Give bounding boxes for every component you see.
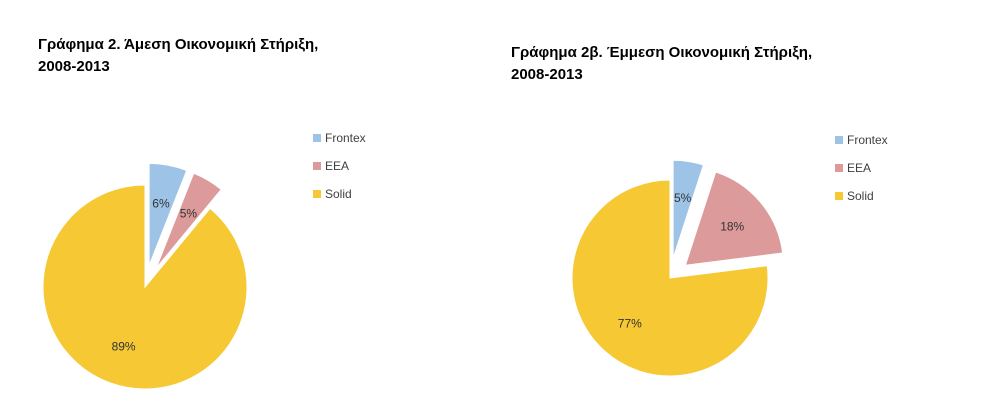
legend-swatch-eea: [835, 164, 843, 172]
pie-plot-area: 6% 5% 89%: [42, 162, 248, 390]
chart-title-line-2: 2008-2013: [511, 66, 583, 83]
legend-swatch-solid: [835, 192, 843, 200]
legend-label-solid: Solid: [325, 187, 352, 201]
chart-title-line-1: Γράφημα 2β. Έμμεση Οικονομική Στήριξη,: [511, 44, 813, 61]
chart-title: Γράφημα 2. Άμεση Οικονομική Στήριξη, 200…: [38, 34, 318, 78]
legend-label-frontex: Frontex: [325, 131, 366, 145]
chart-title-line-2: 2008-2013: [38, 58, 110, 75]
legend-item-solid: Solid: [313, 180, 366, 208]
slice-label-solid: 89%: [112, 340, 136, 354]
legend-item-solid: Solid: [835, 182, 888, 210]
legend-label-frontex: Frontex: [847, 133, 888, 147]
pie-slice-solid: [42, 184, 248, 390]
chart-title-line-1: Γράφημα 2. Άμεση Οικονομική Στήριξη,: [38, 36, 319, 53]
legend-item-eea: EEA: [835, 154, 888, 182]
legend-label-eea: EEA: [847, 161, 872, 175]
legend-swatch-eea: [313, 162, 321, 170]
slice-label-eea: 18%: [720, 220, 744, 234]
pie-chart-indirect-support: 5% 18% 77% Γράφημα 2β. Έμμεση Οικονομική Σ…: [494, 0, 988, 409]
legend-item-frontex: Frontex: [835, 126, 888, 154]
pie-slice-eea: [684, 171, 784, 266]
pie-slice-frontex: [148, 162, 188, 266]
legend: Frontex EEA Solid: [835, 126, 888, 210]
legend-swatch-frontex: [835, 136, 843, 144]
legend-label-eea: EEA: [325, 159, 350, 173]
chart-title: Γράφημα 2β. Έμμεση Οικονομική Στήριξη, 2…: [511, 42, 812, 86]
pie-slice-eea: [155, 172, 222, 269]
slice-label-solid: 77%: [618, 317, 642, 331]
pie-chart-direct-support: 6% 5% 89% Γράφημα 2. Άμεση Οικονομική Στήρ…: [38, 34, 366, 390]
legend: Frontex EEA Solid: [313, 124, 366, 208]
legend-swatch-solid: [313, 190, 321, 198]
pie-plot-area: 5% 18% 77%: [571, 159, 784, 377]
slice-label-frontex: 6%: [152, 196, 170, 210]
slice-label-frontex: 5%: [674, 191, 692, 205]
pie-slice-frontex: [672, 159, 705, 259]
legend-item-eea: EEA: [313, 152, 366, 180]
slice-label-eea: 5%: [180, 207, 198, 221]
legend-label-solid: Solid: [847, 189, 874, 203]
pie-slice-solid: [571, 179, 769, 377]
legend-item-frontex: Frontex: [313, 124, 366, 152]
legend-swatch-frontex: [313, 134, 321, 142]
